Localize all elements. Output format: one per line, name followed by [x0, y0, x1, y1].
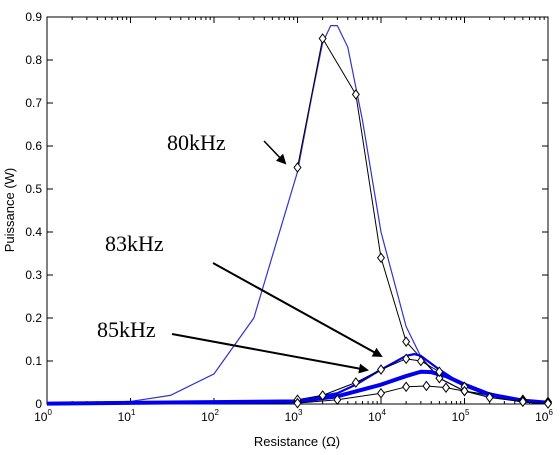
y-tick-label: 0.2: [25, 311, 42, 325]
data-point-4: [402, 353, 411, 365]
data-point-6: [333, 394, 342, 406]
x-tick-label: 105: [452, 408, 470, 424]
y-tick-label: 0.1: [25, 354, 42, 368]
data-point-6: [377, 387, 385, 399]
y-tick-label: 0.5: [25, 182, 42, 196]
y-axis-label: Puissance (W): [2, 168, 17, 253]
data-point-2: [402, 336, 411, 347]
data-point-4: [318, 390, 327, 401]
series-line-5: [46, 369, 549, 406]
arrow-80khz: [263, 140, 287, 165]
y-tick-label: 0.7: [25, 96, 42, 110]
x-tick-label: 106: [535, 408, 553, 424]
y-tick-label: 0.8: [25, 53, 42, 67]
data-point-2: [377, 252, 385, 264]
x-tick-label: 104: [368, 408, 386, 424]
data-point-6: [441, 382, 450, 393]
data-point-2: [435, 372, 444, 384]
data-point-6: [293, 397, 302, 409]
data-point-4: [416, 355, 425, 367]
data-point-2: [293, 162, 302, 173]
data-point-6: [485, 392, 494, 403]
arrow-85khz: [171, 333, 369, 374]
data-point-4: [435, 366, 444, 378]
x-tick-label: 103: [285, 408, 303, 424]
y-tick-label: 0: [35, 397, 42, 411]
data-point-6: [544, 398, 552, 409]
x-axis-label: Resistance (Ω): [254, 434, 340, 449]
y-tick-label: 0.4: [25, 225, 42, 239]
annotation-83khz: 83kHz: [105, 231, 164, 256]
data-point-6: [518, 396, 527, 408]
y-tick-label: 0.3: [25, 268, 42, 282]
y-tick-label: 0.6: [25, 139, 42, 153]
data-point-4: [351, 377, 360, 388]
x-tick-label: 101: [118, 408, 136, 424]
data-point-2: [318, 33, 327, 44]
plot-area: [46, 16, 549, 405]
data-point-2: [351, 89, 360, 100]
series-line-6: [297, 385, 549, 405]
arrow-83khz: [212, 262, 383, 357]
data-point-6: [460, 385, 469, 397]
x-tick-label: 102: [201, 408, 219, 424]
y-tick-label: 0.9: [25, 10, 42, 24]
annotation-80khz: 80kHz: [167, 130, 226, 155]
data-point-6: [402, 381, 411, 393]
annotation-85khz: 85kHz: [97, 317, 156, 342]
data-point-4: [377, 364, 385, 375]
data-point-6: [422, 380, 431, 392]
